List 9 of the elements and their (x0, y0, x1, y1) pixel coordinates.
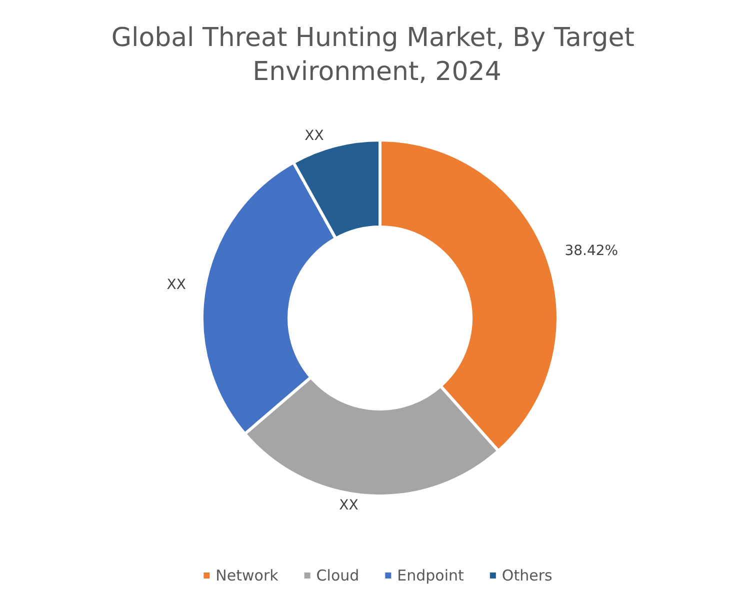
data-label: XX (166, 276, 186, 293)
data-label: XX (339, 498, 359, 514)
legend-label: Network (216, 566, 279, 584)
legend-label: Others (502, 566, 553, 584)
legend-label: Cloud (316, 566, 360, 584)
data-label: XX (304, 128, 324, 144)
data-label: 38.42% (564, 243, 618, 260)
chart-title: Global Threat Hunting Market, By Target Environment, 2024 (111, 23, 643, 87)
legend-label: Endpoint (397, 566, 464, 584)
